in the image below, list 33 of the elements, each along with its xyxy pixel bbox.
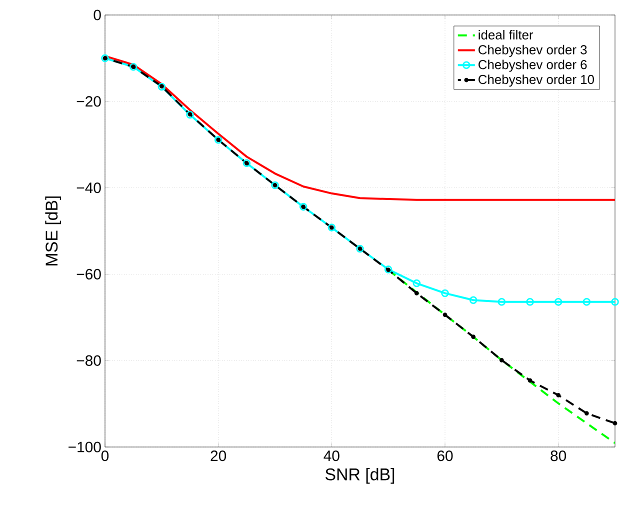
point (469, 296, 478, 304)
x-tick-label: 40 (324, 450, 340, 462)
y-tick-label: −20 (76, 96, 101, 107)
legend-label: Chebyshev order 10 (478, 74, 594, 87)
legend-label: Chebyshev order 6 (478, 60, 587, 72)
legend-label: Chebyshev order 3 (478, 44, 587, 57)
x-tick-label: 20 (210, 450, 226, 462)
x-tick-label: 60 (437, 450, 453, 462)
y-tick-label: −40 (76, 182, 101, 194)
point (498, 298, 506, 306)
y-tick-label: −60 (76, 268, 101, 280)
point (158, 82, 166, 91)
x-axis-title: SNR [dB] (325, 468, 394, 484)
point (584, 411, 589, 416)
x-tick-label: 0 (101, 450, 109, 462)
y-tick-label: 0 (94, 10, 101, 20)
point (499, 358, 504, 362)
y-tick-label: −80 (76, 355, 101, 366)
point (441, 289, 449, 298)
point (528, 378, 532, 383)
point (556, 392, 561, 398)
legend-label: ideal filter (478, 30, 534, 40)
point (471, 334, 476, 340)
point (612, 421, 618, 426)
point (554, 298, 562, 306)
point (414, 291, 419, 296)
point (412, 279, 421, 288)
point (442, 312, 448, 317)
x-tick-label: 80 (550, 450, 566, 462)
point (582, 298, 591, 306)
point (526, 298, 534, 306)
y-axis-title: MSE [dB] (45, 196, 61, 266)
y-tick-label: −100 (68, 442, 101, 452)
